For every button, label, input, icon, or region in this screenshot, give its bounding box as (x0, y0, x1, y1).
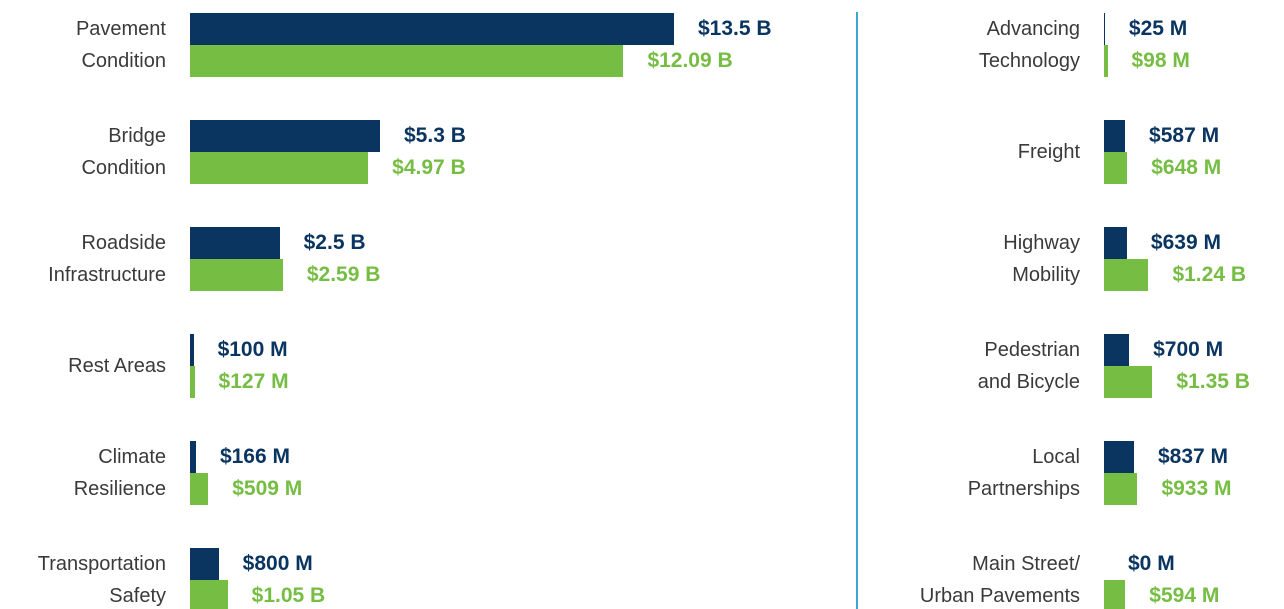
value-label: $5.3 B (404, 124, 466, 147)
category-label: Main Street/ Urban Pavements (919, 553, 1080, 607)
panel-divider (856, 12, 858, 609)
value-label: $0 M (1128, 552, 1175, 575)
value-label: $1.35 B (1176, 370, 1250, 393)
bar (1104, 259, 1149, 291)
bar (1104, 227, 1127, 259)
bar (190, 259, 283, 291)
value-label: $700 M (1153, 338, 1224, 361)
value-label: $594 M (1149, 584, 1220, 607)
bar (190, 473, 209, 505)
value-label: $587 M (1149, 124, 1220, 147)
value-label: $25 M (1128, 17, 1188, 40)
category-label: Transportation Safety (37, 553, 166, 607)
value-label: $1.05 B (251, 584, 326, 607)
bar (190, 548, 219, 580)
category-label: Rest Areas (68, 355, 166, 377)
value-label: $639 M (1150, 231, 1221, 254)
bar (1104, 120, 1126, 152)
category-label: Bridge Condition (81, 125, 166, 179)
bar (190, 366, 195, 398)
value-label: $933 M (1161, 477, 1232, 500)
value-label: $12.09 B (647, 49, 733, 72)
bar (190, 45, 624, 77)
bar (190, 334, 194, 366)
value-label: $648 M (1151, 156, 1222, 179)
bar (190, 580, 228, 609)
category-label: Freight (1017, 141, 1080, 163)
value-label: $837 M (1158, 445, 1229, 468)
value-label: $100 M (217, 338, 288, 361)
category-label: Pedestrian and Bicycle (977, 339, 1080, 393)
bar (1104, 13, 1105, 45)
value-label: $1.24 B (1172, 263, 1247, 286)
value-label: $2.59 B (306, 263, 381, 286)
category-label: Climate Resilience (73, 446, 166, 500)
bar (1104, 473, 1138, 505)
value-label: $800 M (242, 552, 313, 575)
bar (1104, 580, 1126, 609)
value-label: $509 M (232, 477, 303, 500)
bar (190, 152, 369, 184)
category-label: Highway Mobility (1003, 232, 1080, 286)
bar (1104, 366, 1153, 398)
bar (1104, 441, 1134, 473)
category-label: Local Partnerships (967, 446, 1080, 500)
value-label: $98 M (1131, 49, 1190, 72)
bar (190, 441, 196, 473)
value-label: $166 M (219, 445, 290, 468)
bar (1104, 152, 1128, 184)
category-label: Advancing Technology (978, 18, 1080, 72)
bar (1104, 334, 1130, 366)
value-label: $127 M (218, 370, 289, 393)
bar (1104, 45, 1108, 77)
bar (190, 13, 674, 45)
bar (190, 227, 280, 259)
bar (190, 120, 380, 152)
value-label: $4.97 B (392, 156, 466, 179)
category-label: Roadside Infrastructure (48, 232, 166, 286)
category-label: Pavement Condition (75, 18, 166, 72)
value-label: $13.5 B (698, 17, 772, 40)
value-label: $2.5 B (303, 231, 366, 254)
